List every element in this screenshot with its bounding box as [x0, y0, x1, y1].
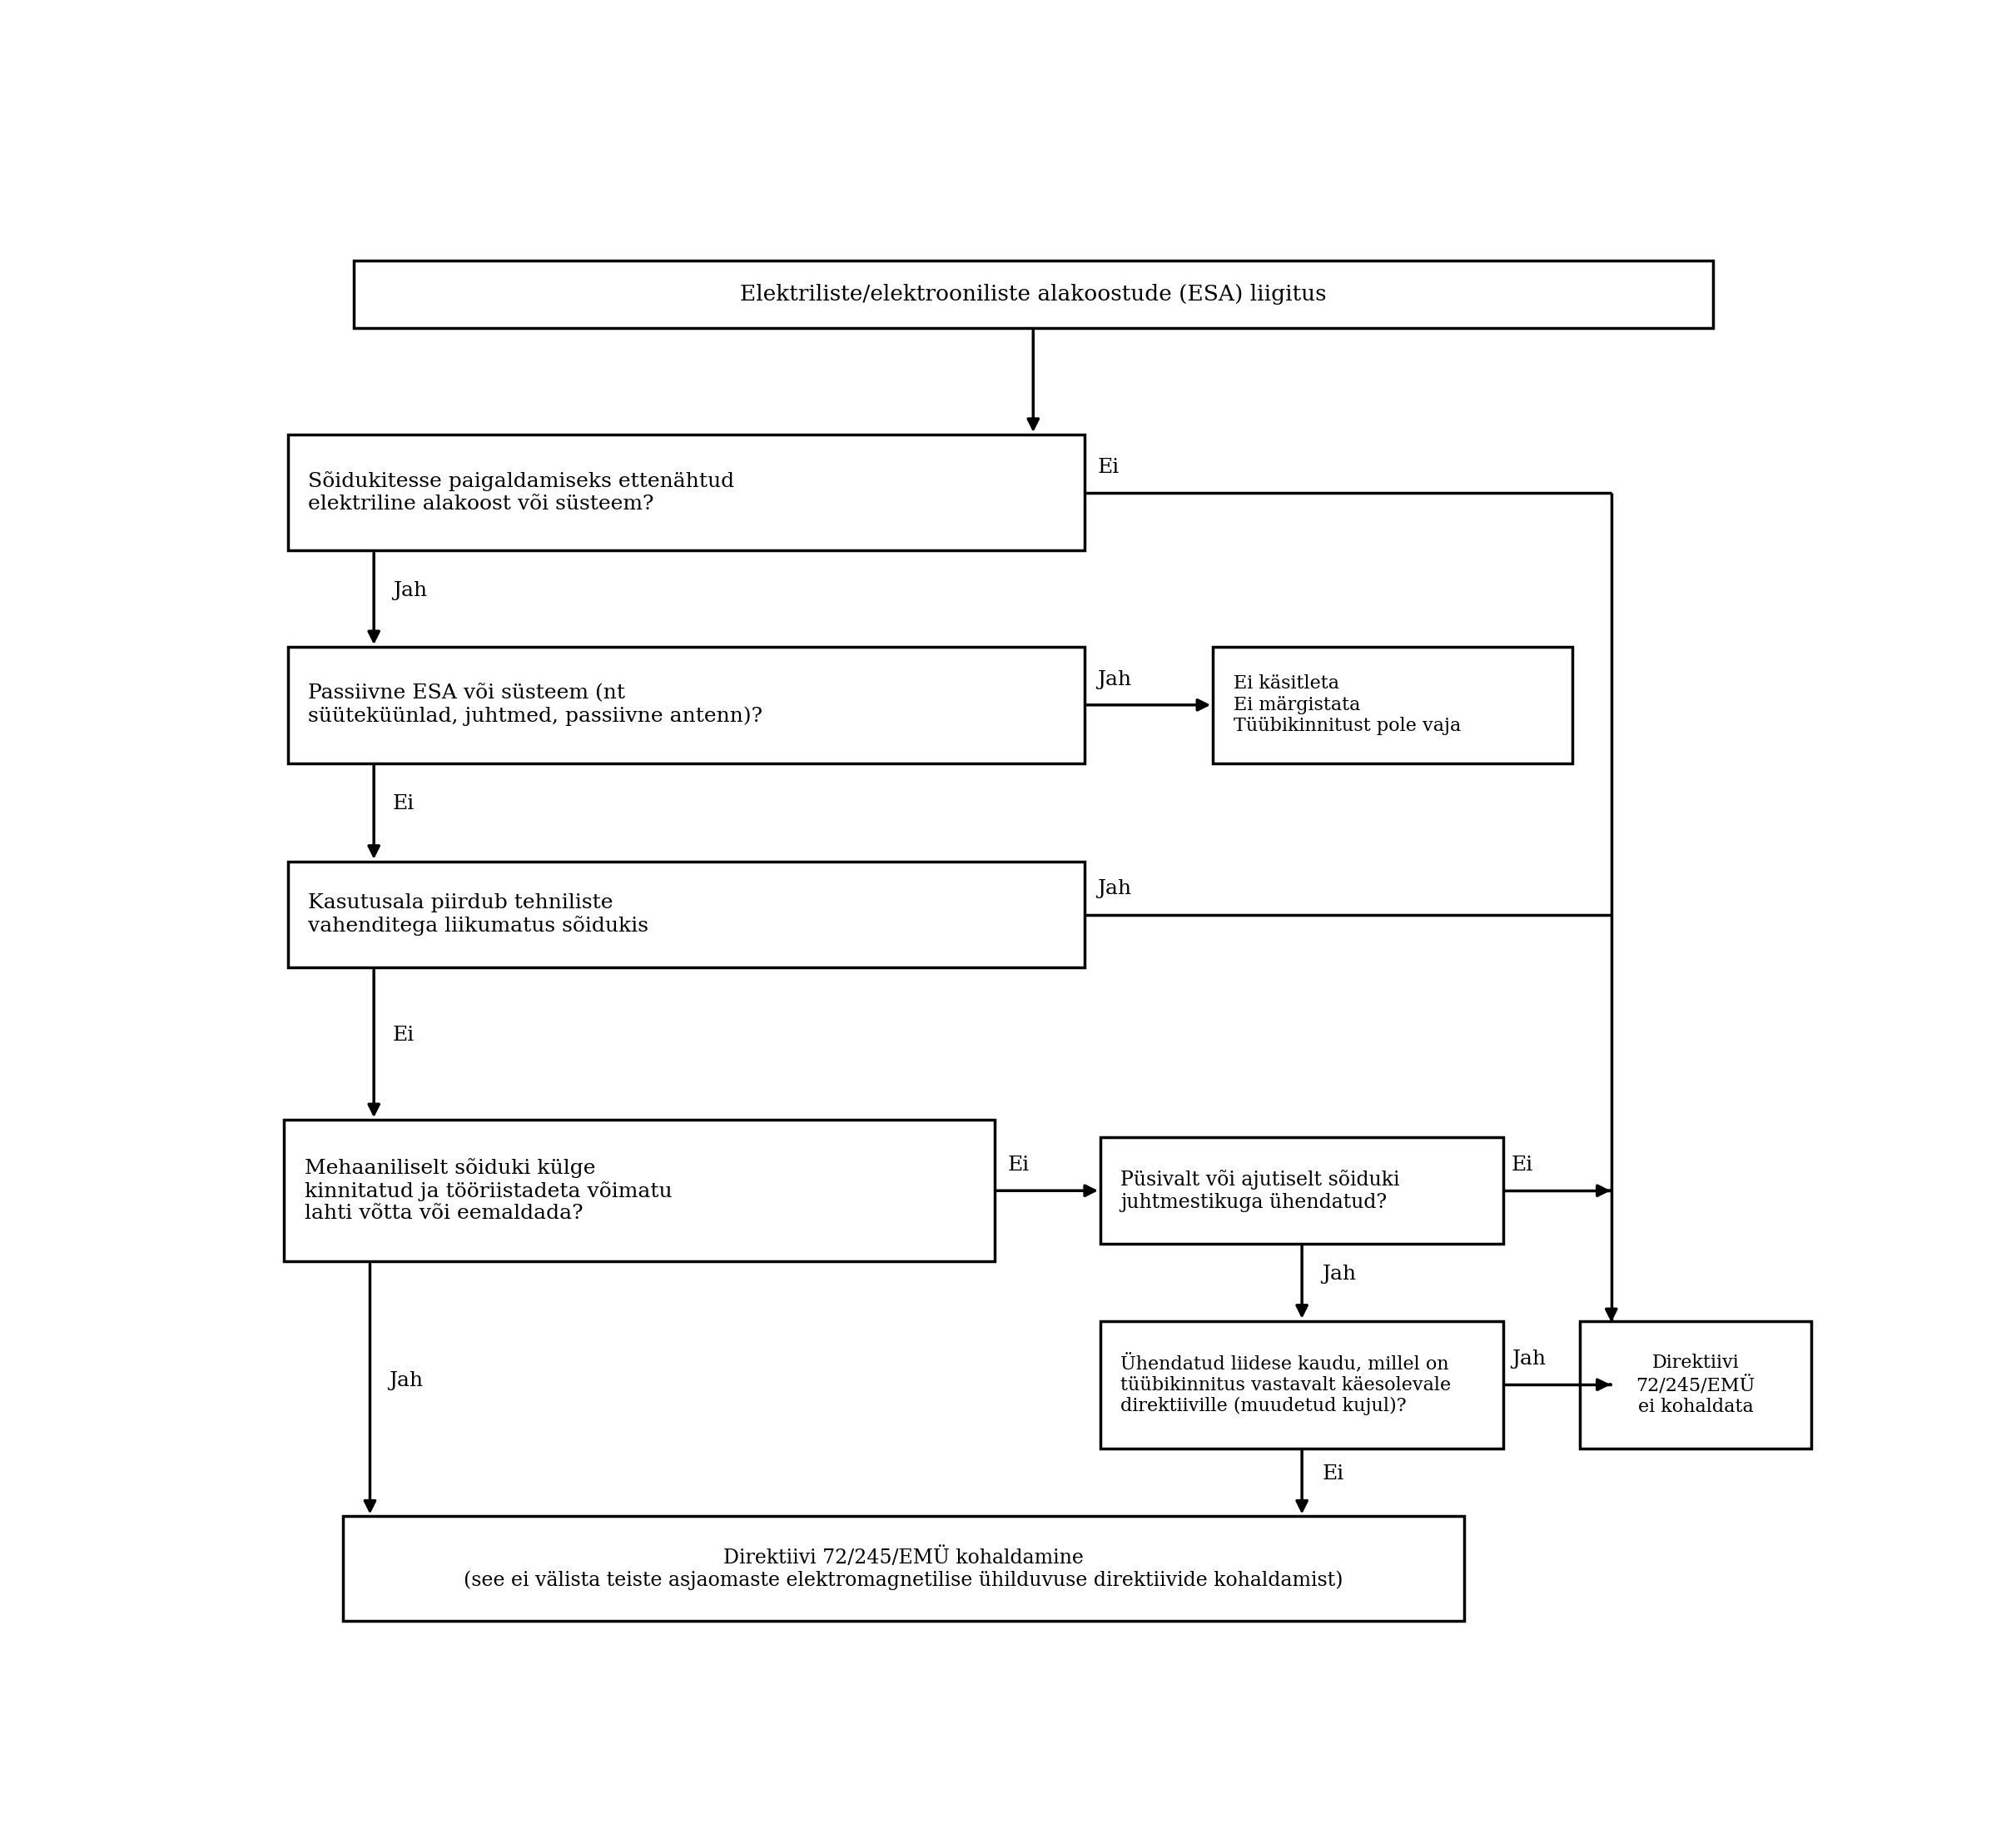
Text: Püsivalt või ajutiselt sõiduki
juhtmestikuga ühendatud?: Püsivalt või ajutiselt sõiduki juhtmesti…: [1121, 1170, 1399, 1212]
Text: Ei: Ei: [1097, 458, 1119, 476]
Text: Jah: Jah: [1097, 669, 1131, 690]
Text: Passiivne ESA või süsteem (nt
süüteküünlad, juhtmed, passiivne antenn)?: Passiivne ESA või süsteem (nt süüteküünl…: [308, 684, 762, 726]
FancyBboxPatch shape: [284, 1120, 996, 1262]
FancyBboxPatch shape: [1101, 1138, 1504, 1243]
Text: Ei: Ei: [393, 1026, 415, 1045]
Text: Jah: Jah: [1512, 1350, 1546, 1368]
Text: Jah: Jah: [1322, 1263, 1357, 1284]
Text: Sõidukitesse paigaldamiseks ettenähtud
elektriline alakoost või süsteem?: Sõidukitesse paigaldamiseks ettenähtud e…: [308, 471, 734, 513]
Text: Ei: Ei: [1008, 1155, 1030, 1175]
Text: Kasutusala piirdub tehniliste
vahenditega liikumatus sõidukis: Kasutusala piirdub tehniliste vahenditeg…: [308, 894, 649, 936]
Text: Jah: Jah: [393, 581, 427, 600]
Text: Ei: Ei: [1512, 1155, 1532, 1175]
Text: Jah: Jah: [389, 1370, 423, 1390]
Text: Mehaaniliselt sõiduki külge
kinnitatud ja tööriistadeta võimatu
lahti võtta või : Mehaaniliselt sõiduki külge kinnitatud j…: [304, 1159, 671, 1223]
FancyBboxPatch shape: [288, 861, 1085, 967]
Text: Direktiivi
72/245/EMÜ
ei kohaldata: Direktiivi 72/245/EMÜ ei kohaldata: [1637, 1354, 1756, 1416]
FancyBboxPatch shape: [343, 1517, 1464, 1622]
FancyBboxPatch shape: [1581, 1320, 1810, 1449]
FancyBboxPatch shape: [353, 261, 1714, 329]
Text: Ei: Ei: [393, 794, 415, 813]
Text: Ei käsitleta
Ei märgistata
Tüübikinnitust pole vaja: Ei käsitleta Ei märgistata Tüübikinnitus…: [1234, 675, 1462, 736]
Text: Ühendatud liidese kaudu, millel on
tüübikinnitus vastavalt käesolevale
direktiiv: Ühendatud liidese kaudu, millel on tüübi…: [1121, 1354, 1452, 1416]
FancyBboxPatch shape: [288, 647, 1085, 763]
FancyBboxPatch shape: [288, 434, 1085, 550]
FancyBboxPatch shape: [1214, 647, 1572, 763]
FancyBboxPatch shape: [1101, 1320, 1504, 1449]
Text: Jah: Jah: [1097, 879, 1131, 899]
Text: Direktiivi 72/245/EMÜ kohaldamine
(see ei välista teiste asjaomaste elektromagne: Direktiivi 72/245/EMÜ kohaldamine (see e…: [464, 1547, 1343, 1591]
Text: Ei: Ei: [1322, 1464, 1345, 1484]
Text: Elektriliste/elektrooniliste alakoostude (ESA) liigitus: Elektriliste/elektrooniliste alakoostude…: [740, 283, 1327, 305]
